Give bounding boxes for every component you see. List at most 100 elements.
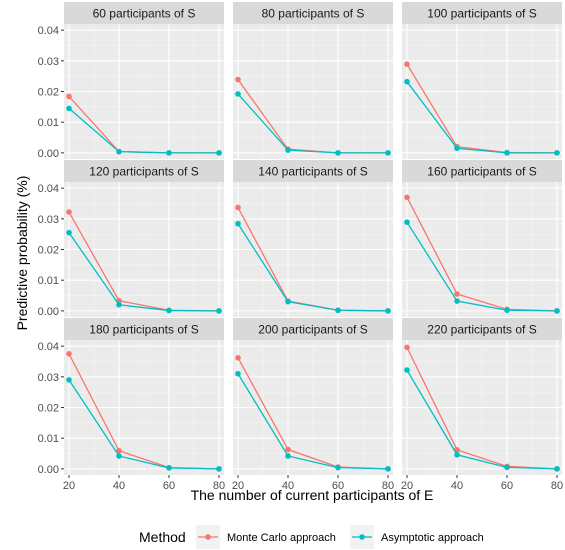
facet-panel: 220 participants of S 20 40 60 80	[401, 318, 563, 492]
panels: 60 participants of S 0.00 0.01 0.02 0.03 0.04…	[38, 2, 563, 492]
data-point	[166, 465, 172, 471]
data-point	[116, 148, 122, 155]
data-point	[335, 307, 341, 314]
y-axis-title: Predictive probability (%)	[14, 176, 30, 331]
data-point	[554, 308, 560, 314]
data-point	[404, 344, 410, 351]
data-point	[504, 464, 510, 471]
data-point	[235, 354, 241, 361]
facet-title: 100 participants of S	[427, 7, 536, 21]
legend: Method Monte Carlo approach Asymptotic ap…	[139, 525, 484, 549]
data-point	[404, 194, 410, 201]
data-point	[285, 147, 291, 153]
y-tick-label: 0.02	[38, 245, 59, 257]
facet-strip	[402, 2, 562, 24]
y-tick-label: 0.02	[38, 87, 59, 99]
facet-title: 140 participants of S	[258, 165, 367, 179]
data-point	[385, 308, 391, 314]
data-point	[335, 150, 341, 156]
data-point	[285, 453, 291, 459]
data-point	[116, 301, 122, 308]
y-tick-label: 0.01	[38, 275, 59, 287]
legend-title: Method	[139, 529, 186, 545]
data-point	[216, 308, 222, 314]
series-line	[68, 107, 219, 154]
facet-strip	[64, 160, 224, 182]
facet-strip	[402, 318, 562, 340]
x-tick-label: 40	[451, 480, 463, 492]
x-tick-label: 80	[213, 480, 225, 492]
data-point	[66, 93, 72, 100]
data-point	[404, 78, 410, 85]
data-point	[335, 464, 341, 471]
facet-panel: 140 participants of S	[233, 160, 393, 317]
data-point	[166, 307, 172, 314]
x-tick-label: 60	[332, 480, 344, 492]
facet-panel: 120 participants of S 0.00 0.01 0.02 0.03 0.0…	[38, 160, 224, 318]
y-tick-label: 0.00	[38, 148, 59, 160]
data-point	[235, 204, 241, 211]
series-line	[68, 232, 220, 312]
x-tick-label: 60	[163, 480, 175, 492]
series-line	[68, 379, 220, 470]
legend-item-label: Asymptotic approach	[381, 532, 484, 544]
data-point	[116, 447, 122, 454]
x-tick-label: 80	[382, 480, 394, 492]
data-point	[385, 466, 391, 472]
x-axis-title: The number of current participants of E	[191, 487, 434, 503]
data-point	[235, 76, 241, 83]
data-point	[66, 229, 72, 236]
x-tick-label: 40	[282, 480, 294, 492]
data-point	[385, 150, 391, 156]
y-tick-label: 0.03	[38, 372, 59, 384]
y-tick-label: 0.04	[38, 25, 59, 37]
data-point	[404, 61, 410, 67]
data-point	[116, 453, 122, 459]
facet-panel: 180 participants of S 0.00 0.01 0.02 0.03 0.0…	[38, 318, 225, 492]
facet-title: 120 participants of S	[89, 165, 198, 179]
y-tick-label: 0.04	[38, 341, 59, 353]
x-tick-label: 20	[232, 480, 244, 492]
facet-title: 160 participants of S	[427, 165, 536, 179]
series-line	[406, 369, 558, 470]
data-point	[454, 298, 460, 304]
series-line	[237, 93, 388, 154]
x-tick-label: 80	[551, 480, 563, 492]
data-point	[404, 219, 410, 225]
data-point	[216, 150, 222, 156]
data-point	[66, 351, 72, 357]
x-tick-label: 20	[401, 480, 413, 492]
y-tick-label: 0.01	[38, 433, 59, 445]
y-tick-label: 0.03	[38, 214, 59, 226]
legend-item-label: Monte Carlo approach	[227, 532, 336, 544]
data-point	[454, 291, 460, 297]
data-point	[66, 209, 72, 215]
data-point	[454, 145, 460, 152]
y-tick-label: 0.00	[38, 464, 59, 476]
data-point	[166, 150, 172, 156]
x-tick-label: 60	[501, 480, 513, 492]
facet-panel: 200 participants of S 20 40 60 80	[232, 318, 394, 492]
facet-strip	[233, 318, 393, 340]
data-point	[504, 307, 510, 314]
series-line	[237, 373, 389, 470]
y-tick-label: 0.02	[38, 403, 59, 415]
x-tick-label: 20	[63, 480, 75, 492]
facet-strip	[64, 2, 224, 24]
data-point	[235, 91, 241, 97]
data-point	[235, 370, 241, 377]
series-line	[406, 81, 557, 154]
facet-strip	[233, 2, 393, 24]
facet-title: 60 participants of S	[93, 7, 196, 21]
facet-title: 220 participants of S	[427, 323, 536, 337]
data-point	[504, 150, 510, 156]
data-point	[216, 466, 222, 472]
facet-title: 180 participants of S	[89, 323, 198, 337]
facet-panel: 80 participants of S	[233, 2, 393, 159]
data-point	[454, 451, 460, 458]
facet-panel: 60 participants of S 0.00 0.01 0.02 0.03 0.04	[38, 2, 224, 160]
x-tick-label: 40	[113, 480, 125, 492]
facet-strip	[64, 318, 224, 340]
y-tick-label: 0.01	[38, 117, 59, 129]
